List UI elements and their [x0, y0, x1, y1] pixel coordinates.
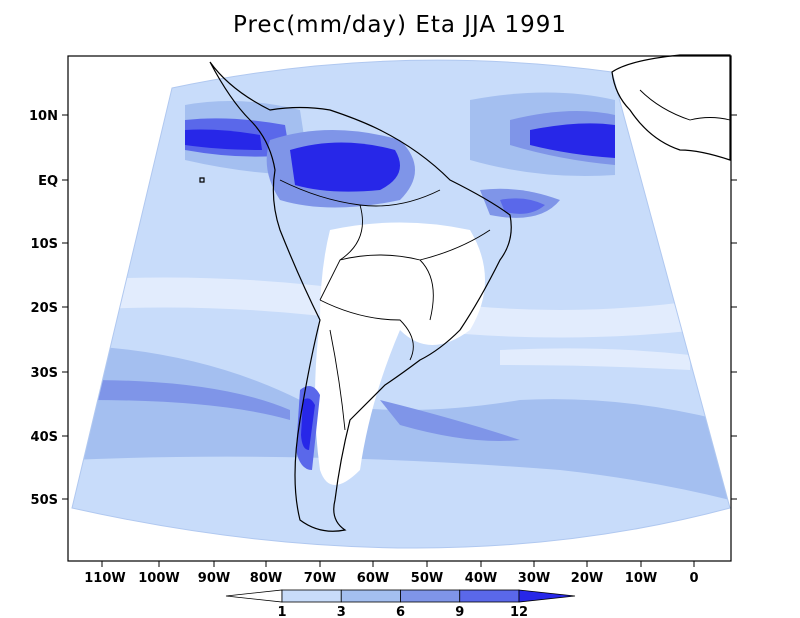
- model-domain-outline: [71, 59, 731, 549]
- lat-label-20s: 20S: [31, 301, 58, 316]
- legend-swatch: [340, 589, 401, 603]
- color-legend: 1 3 6 9 12: [225, 589, 576, 618]
- lon-label-60w: 60W: [357, 571, 389, 586]
- legend-label: 12: [510, 605, 528, 618]
- lon-label-80w: 80W: [250, 571, 282, 586]
- lon-label-50w: 50W: [411, 571, 443, 586]
- lat-label-40s: 40S: [31, 430, 58, 445]
- legend-swatch: [281, 589, 342, 603]
- lon-label-10w: 10W: [625, 571, 657, 586]
- lon-label-40w: 40W: [465, 571, 497, 586]
- plot-frame: [67, 55, 732, 562]
- legend-label: 9: [455, 605, 464, 618]
- legend-label: 1: [277, 605, 286, 618]
- legend-label: 3: [337, 605, 346, 618]
- lon-label-70w: 70W: [304, 571, 336, 586]
- lon-label-110w: 110W: [84, 571, 125, 586]
- legend-swatch: [400, 589, 461, 603]
- lon-label-30w: 30W: [518, 571, 550, 586]
- legend-swatch-low: [225, 589, 283, 603]
- legend-swatch: [459, 589, 520, 603]
- lat-label-eq: EQ: [38, 174, 58, 189]
- lon-label-0: 0: [689, 571, 698, 586]
- coastlines: [199, 54, 731, 532]
- lat-axis: 10N EQ 10S 20S 30S 40S 50S: [29, 109, 737, 508]
- lon-axis: 110W 100W 90W 80W 70W 60W 50W 40W 30W 20…: [84, 561, 699, 586]
- legend-label: 6: [396, 605, 405, 618]
- country-borders: [279, 89, 731, 431]
- lon-label-20w: 20W: [571, 571, 603, 586]
- map-title: Prec(mm/day) Eta JJA 1991: [232, 12, 568, 38]
- precip-field: [72, 60, 730, 548]
- lon-label-90w: 90W: [198, 571, 230, 586]
- lat-label-50s: 50S: [31, 493, 58, 508]
- lat-label-30s: 30S: [31, 366, 58, 381]
- lat-label-10s: 10S: [31, 237, 58, 252]
- lon-label-100w: 100W: [138, 571, 179, 586]
- lat-label-10n: 10N: [29, 109, 58, 124]
- legend-swatch-high: [518, 589, 576, 603]
